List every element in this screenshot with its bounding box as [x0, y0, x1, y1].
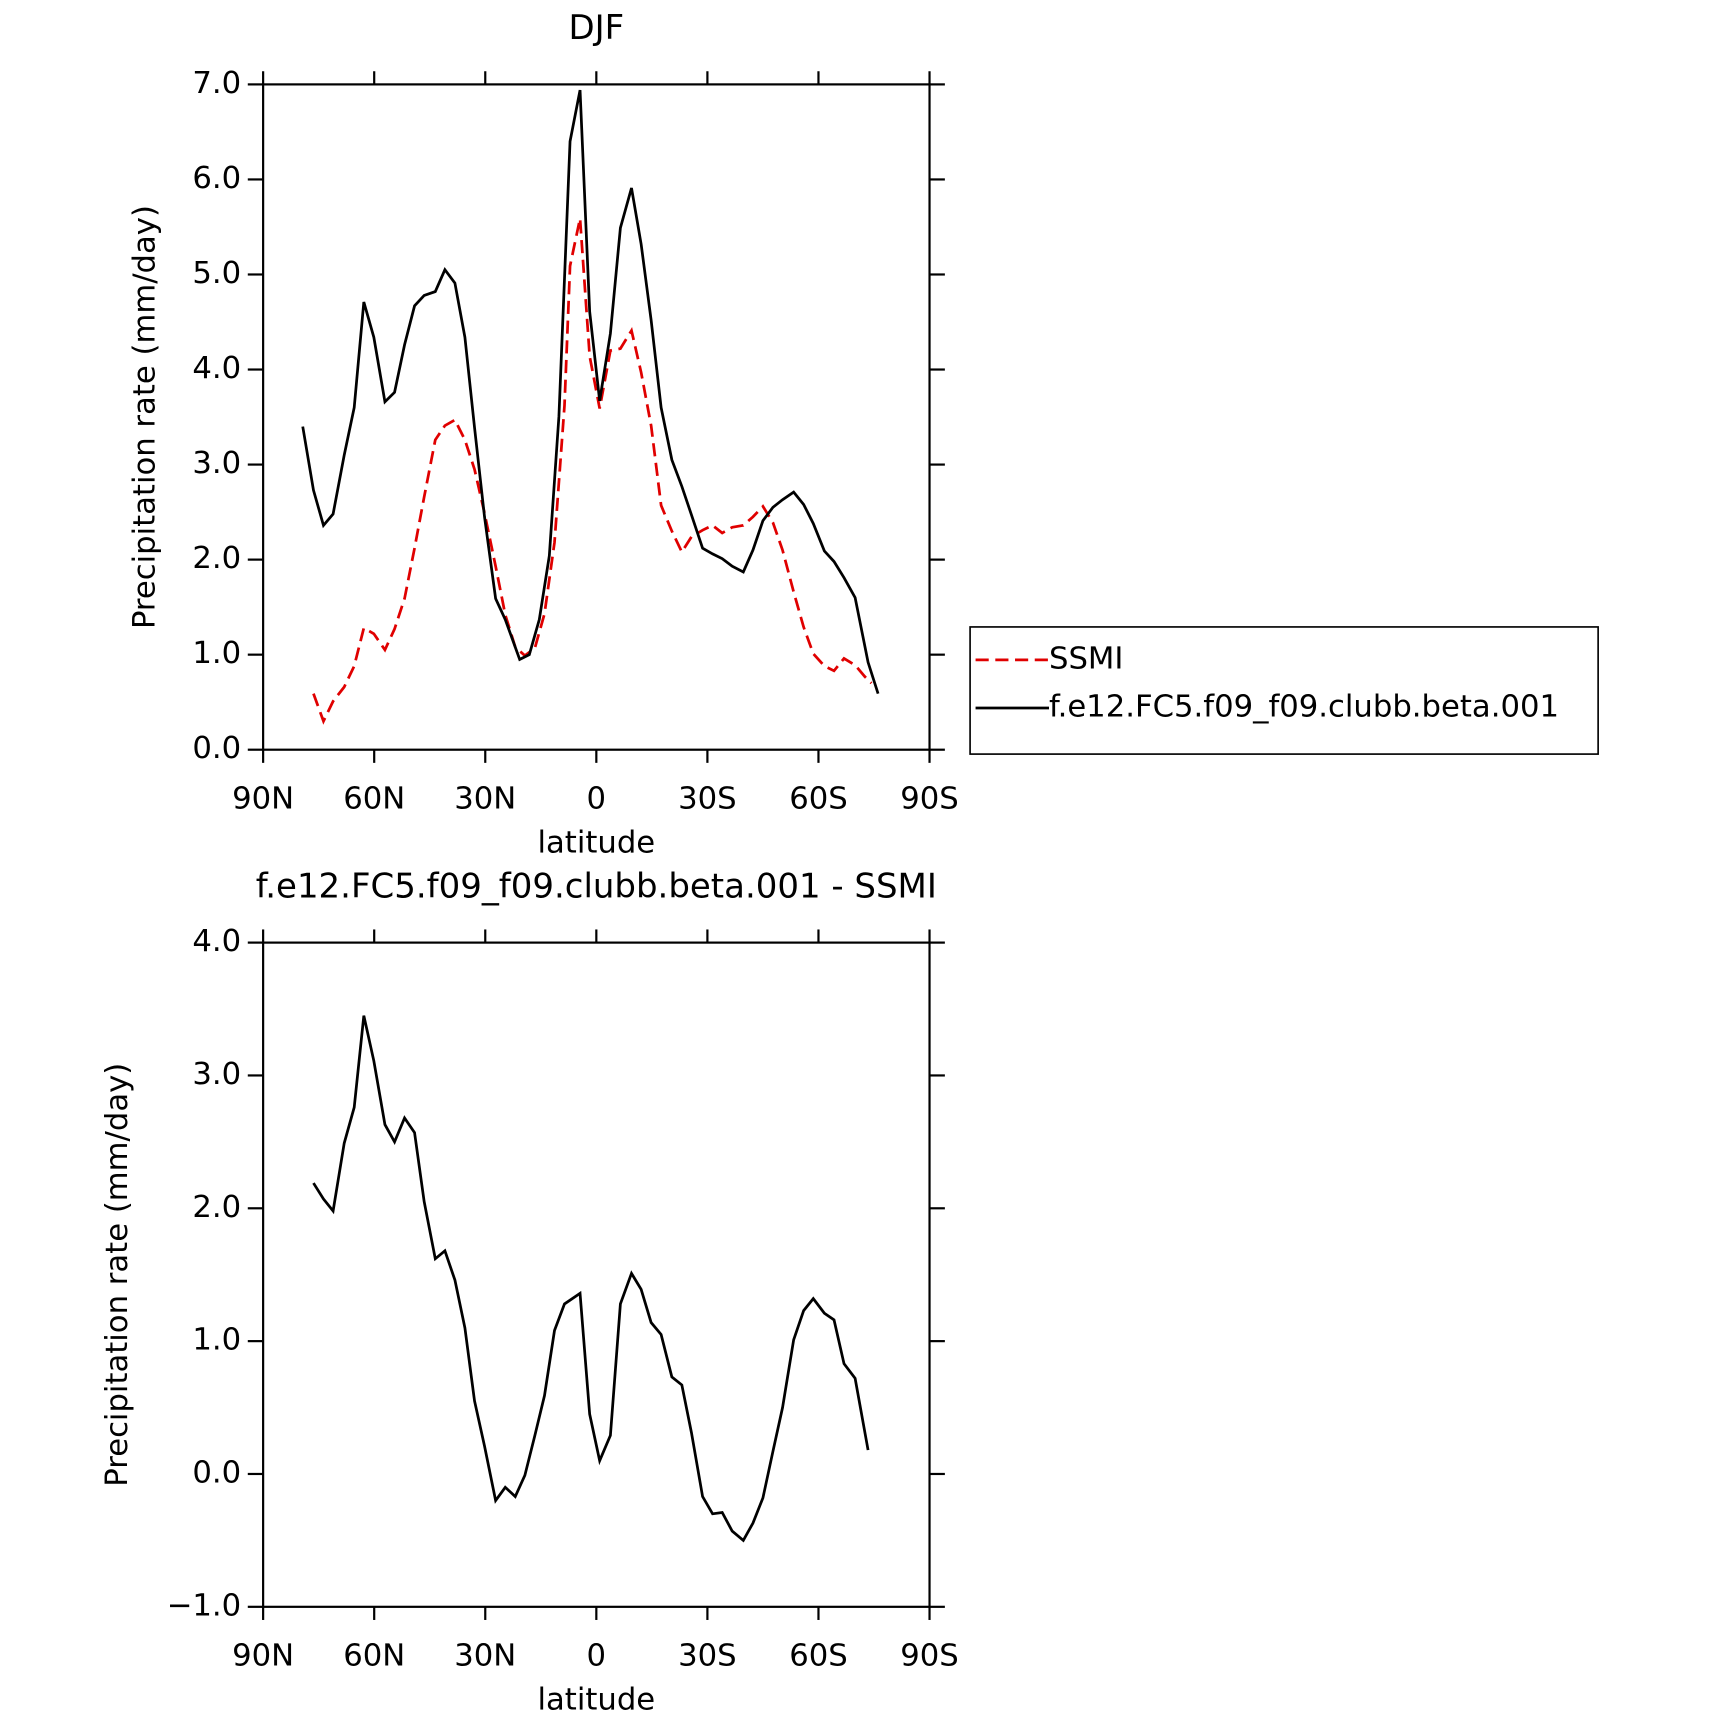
x-tick-label: 0 — [587, 782, 607, 817]
y-tick-label: 2.0 — [192, 541, 241, 576]
x-tick-label: 90N — [232, 1639, 294, 1674]
y-tick-label: −1.0 — [167, 1588, 241, 1623]
plot-frame — [262, 83, 931, 751]
legend-box — [969, 626, 1599, 755]
x-axis-label: latitude — [537, 825, 655, 860]
y-tick-label: 0.0 — [192, 1455, 241, 1490]
plot-frame — [262, 941, 931, 1608]
x-tick-label: 30S — [678, 1639, 737, 1674]
x-tick-label: 0 — [587, 1639, 607, 1674]
x-tick-label: 90S — [900, 1639, 959, 1674]
x-tick-label: 30N — [454, 782, 516, 817]
x-tick-label: 60N — [343, 1639, 405, 1674]
y-tick-label: 7.0 — [192, 66, 241, 101]
series-line — [312, 218, 873, 725]
x-tick-label: 90N — [232, 782, 294, 817]
series-line — [301, 89, 880, 695]
y-tick-label: 0.0 — [192, 731, 241, 766]
y-tick-label: 3.0 — [192, 1057, 241, 1092]
x-tick-label: 30N — [454, 1639, 516, 1674]
y-tick-label: 1.0 — [192, 1323, 241, 1358]
chart-title: DJF — [568, 8, 624, 48]
x-tick-label: 60S — [789, 782, 848, 817]
y-tick-label: 6.0 — [192, 161, 241, 196]
y-axis-label: Precipitation rate (mm/day) — [100, 1063, 135, 1487]
y-tick-label: 1.0 — [192, 636, 241, 671]
x-tick-label: 60N — [343, 782, 405, 817]
legend-label: SSMI — [1049, 641, 1123, 676]
x-tick-label: 90S — [900, 782, 959, 817]
chart-title: f.e12.FC5.f09_f09.clubb.beta.001 - SSMI — [256, 866, 937, 906]
x-tick-label: 60S — [789, 1639, 848, 1674]
y-tick-label: 3.0 — [192, 446, 241, 481]
legend-label: f.e12.FC5.f09_f09.clubb.beta.001 — [1049, 690, 1559, 725]
x-tick-label: 30S — [678, 782, 737, 817]
y-tick-label: 4.0 — [192, 924, 241, 959]
y-tick-label: 4.0 — [192, 351, 241, 386]
y-tick-label: 2.0 — [192, 1190, 241, 1225]
y-axis-label: Precipitation rate (mm/day) — [127, 205, 162, 629]
y-tick-label: 5.0 — [192, 256, 241, 291]
x-axis-label: latitude — [537, 1683, 655, 1718]
series-line — [312, 1015, 870, 1543]
